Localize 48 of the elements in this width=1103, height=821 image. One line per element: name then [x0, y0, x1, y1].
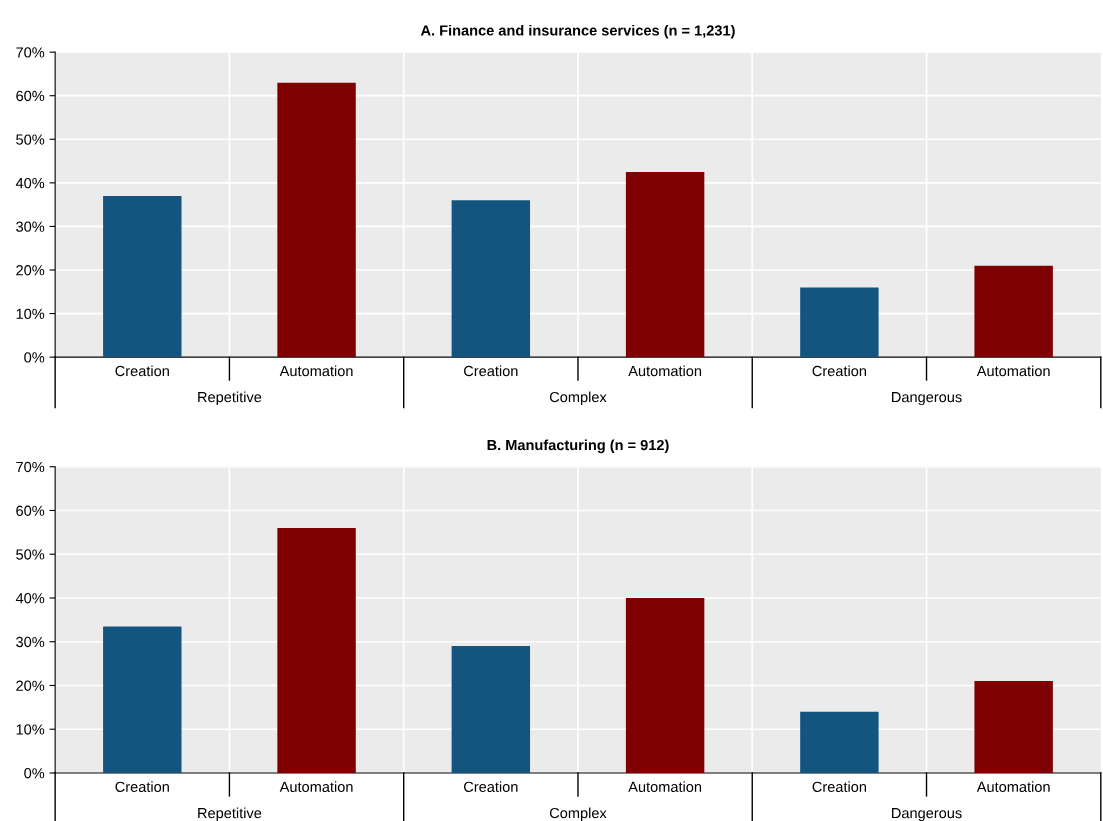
y-tick-label: 70% [16, 47, 45, 58]
text: Repetitive [198, 807, 262, 821]
y-tick-label: 10% [16, 308, 45, 319]
x-tick-label: Creation [464, 365, 518, 377]
x-tick-label: Automation [976, 781, 1050, 793]
x-tick-label: Automation [628, 781, 702, 793]
y-tick-label: 20% [16, 680, 45, 691]
x-tick-label: Automation [279, 365, 353, 377]
bar [974, 681, 1053, 773]
bar [625, 171, 705, 358]
x-tick-label: Creation [115, 365, 169, 377]
y-tick-label: 40% [15, 177, 45, 189]
x-tick-label: Creation [812, 365, 866, 377]
x-tick-label: Automation [628, 365, 702, 377]
x-tick-label: Automation [279, 781, 353, 793]
x-tick-label: Creation [812, 781, 866, 793]
bar [800, 711, 879, 773]
y-tick-label: 70% [16, 461, 45, 473]
y-tick-label: 20% [16, 265, 45, 276]
text: Complex [549, 391, 607, 406]
y-tick-label: 60% [16, 90, 45, 102]
chart-title: A. Finance and insurance services (n = 1,231) [420, 24, 735, 39]
chart-title: B. Manufacturing (n = 912) [487, 439, 669, 454]
x-tick-label: Creation [464, 781, 518, 793]
y-tick-label: 50% [16, 549, 45, 560]
bar [277, 527, 356, 773]
bar [974, 265, 1053, 358]
y-tick-label: 10% [16, 724, 45, 735]
y-tick-label: 0% [24, 768, 45, 779]
y-tick-label: 60% [16, 505, 45, 516]
bar [277, 82, 356, 358]
bar [103, 195, 182, 358]
bar [625, 597, 705, 773]
text: Complex [549, 807, 607, 821]
y-tick-label: 50% [16, 134, 45, 145]
bar [103, 626, 182, 773]
bar [451, 646, 531, 773]
text: Dangerous [892, 808, 962, 821]
y-tick-label: 0% [24, 352, 45, 363]
x-tick-label: Creation [115, 781, 169, 793]
y-tick-label: 40% [15, 593, 45, 604]
text: Dangerous [892, 392, 962, 406]
bar [800, 287, 879, 358]
y-tick-label: 30% [16, 636, 45, 648]
x-tick-label: Automation [976, 365, 1050, 377]
y-tick-label: 30% [16, 221, 45, 232]
bar [451, 200, 531, 358]
text: Repetitive [198, 391, 262, 406]
